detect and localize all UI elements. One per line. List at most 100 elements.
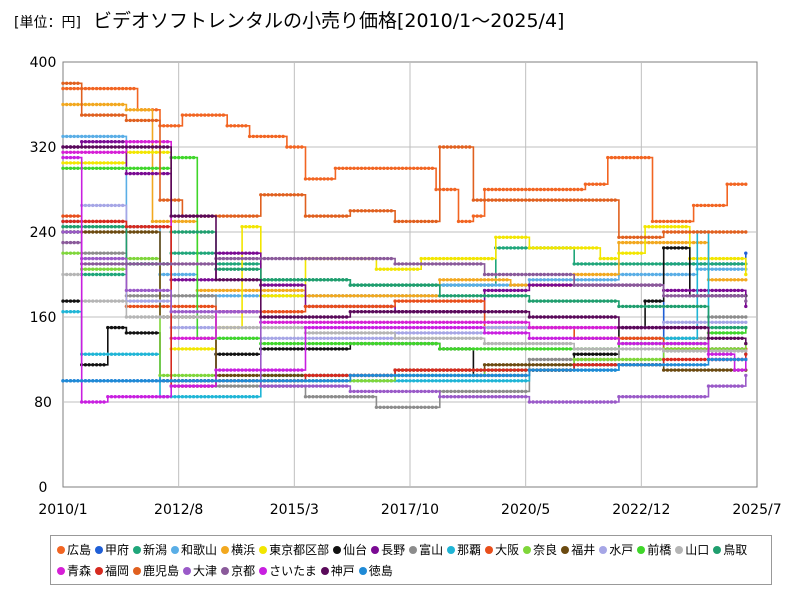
data-point xyxy=(579,363,584,367)
data-point xyxy=(423,166,427,170)
data-point xyxy=(706,352,711,356)
data-point xyxy=(647,357,651,362)
data-point xyxy=(598,256,602,261)
data-point xyxy=(624,357,629,362)
data-point xyxy=(647,155,651,160)
data-point xyxy=(94,150,99,154)
data-point xyxy=(307,379,311,383)
data-point xyxy=(509,373,513,378)
data-point xyxy=(397,166,401,170)
data-point xyxy=(329,214,334,218)
data-point xyxy=(621,357,625,362)
data-point xyxy=(486,368,491,372)
data-point xyxy=(221,384,226,388)
data-point xyxy=(445,145,449,149)
data-point xyxy=(635,155,640,160)
data-point xyxy=(262,384,267,388)
data-point xyxy=(385,283,390,287)
data-point xyxy=(180,315,185,319)
data-point xyxy=(124,225,129,229)
data-point xyxy=(703,336,707,340)
data-point xyxy=(315,384,319,388)
data-point xyxy=(434,219,438,224)
data-point xyxy=(247,336,252,340)
data-point xyxy=(718,384,722,388)
data-point xyxy=(318,278,323,282)
data-point xyxy=(542,325,546,330)
data-point xyxy=(83,219,88,224)
data-point xyxy=(505,373,509,378)
data-point xyxy=(218,373,222,378)
data-point xyxy=(154,166,158,170)
data-point xyxy=(326,384,330,388)
data-point xyxy=(400,310,405,314)
data-point xyxy=(475,256,479,261)
data-point xyxy=(173,336,177,340)
data-point xyxy=(389,209,393,213)
data-point xyxy=(117,251,121,255)
data-point xyxy=(214,379,218,383)
data-point xyxy=(635,251,640,255)
data-point xyxy=(520,347,524,351)
data-point xyxy=(173,124,177,128)
data-point xyxy=(128,299,132,303)
data-point xyxy=(389,304,393,309)
data-point xyxy=(162,262,166,266)
data-point xyxy=(128,304,132,309)
data-point xyxy=(121,225,125,229)
data-point xyxy=(729,230,733,234)
data-point xyxy=(288,341,293,346)
data-point xyxy=(613,325,617,330)
data-point xyxy=(494,325,498,330)
data-point xyxy=(415,219,420,224)
data-point xyxy=(356,389,360,394)
data-point xyxy=(389,294,393,298)
data-point xyxy=(397,373,401,378)
data-point xyxy=(374,331,379,335)
data-point xyxy=(322,325,326,330)
data-point xyxy=(729,352,733,356)
data-point xyxy=(486,331,491,335)
data-point xyxy=(270,347,274,351)
legend-item: 前橋 xyxy=(637,539,671,560)
data-point xyxy=(475,214,479,218)
data-point xyxy=(296,294,300,298)
data-point xyxy=(173,198,177,202)
data-point xyxy=(404,336,408,340)
data-point xyxy=(363,379,367,383)
data-point xyxy=(285,379,289,383)
data-point xyxy=(635,240,640,245)
data-point xyxy=(177,347,181,351)
data-point xyxy=(538,336,543,340)
data-point xyxy=(337,315,341,319)
data-point xyxy=(471,310,476,314)
data-point xyxy=(583,262,588,266)
data-point xyxy=(98,134,103,139)
data-point xyxy=(665,320,670,324)
data-point xyxy=(307,315,311,319)
data-point xyxy=(281,193,285,197)
data-point xyxy=(311,256,315,261)
data-point xyxy=(274,288,278,293)
data-point xyxy=(143,379,147,383)
data-point xyxy=(647,304,651,309)
data-point xyxy=(628,325,632,330)
data-point xyxy=(371,209,375,213)
data-point xyxy=(594,246,599,250)
data-point xyxy=(367,379,371,383)
data-point xyxy=(98,145,103,149)
data-point xyxy=(232,262,237,266)
data-point xyxy=(632,235,636,239)
data-point xyxy=(232,368,237,372)
data-point xyxy=(412,389,416,394)
data-point xyxy=(173,219,177,224)
data-point xyxy=(464,294,468,298)
data-point xyxy=(654,395,658,399)
data-point xyxy=(359,331,364,335)
data-point xyxy=(479,256,483,261)
data-point xyxy=(423,373,427,378)
data-point xyxy=(438,336,442,340)
data-point xyxy=(617,283,621,287)
data-point xyxy=(83,251,88,255)
data-point xyxy=(61,166,65,170)
